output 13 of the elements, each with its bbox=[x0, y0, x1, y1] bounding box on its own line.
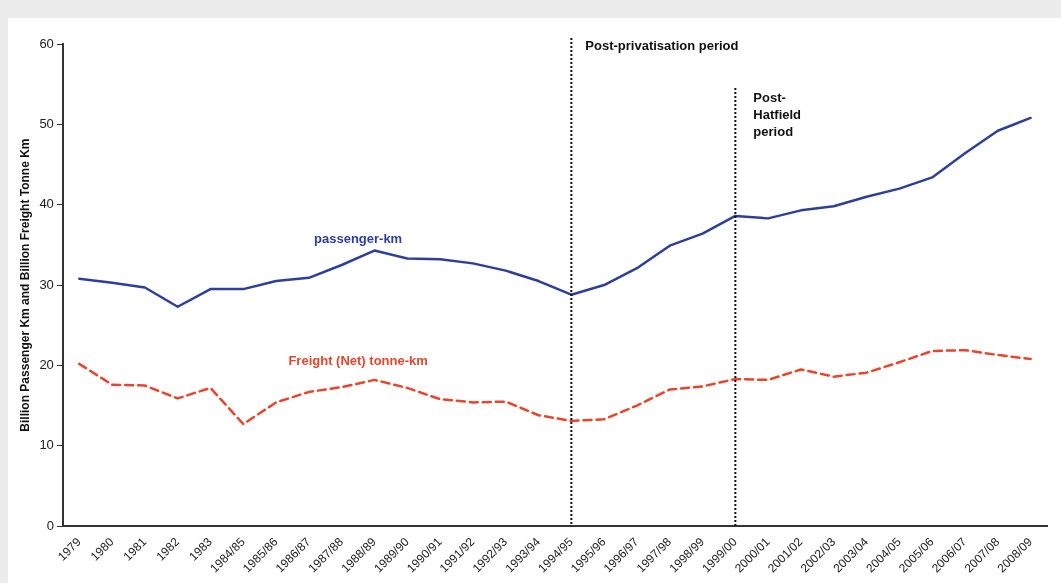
y-tick-label: 0 bbox=[46, 517, 54, 533]
series-label: Freight (Net) tonne-km bbox=[288, 352, 428, 368]
y-tick-label: 10 bbox=[39, 437, 54, 453]
y-tick-label: 30 bbox=[39, 276, 54, 292]
y-tick-label: 60 bbox=[39, 35, 54, 51]
line-series bbox=[78, 348, 1032, 426]
y-tick-label: 40 bbox=[39, 196, 54, 212]
ref-line-label: Post-privatisation period bbox=[585, 38, 739, 54]
y-axis-title: Billion Passenger Km and Billion Freight Tonne Km bbox=[17, 138, 32, 432]
y-tick-label: 50 bbox=[39, 115, 54, 131]
ref-line-label: Post-Hatfield period bbox=[753, 90, 802, 140]
series-label: passenger-km bbox=[314, 230, 403, 246]
y-tick-label: 20 bbox=[39, 357, 54, 373]
